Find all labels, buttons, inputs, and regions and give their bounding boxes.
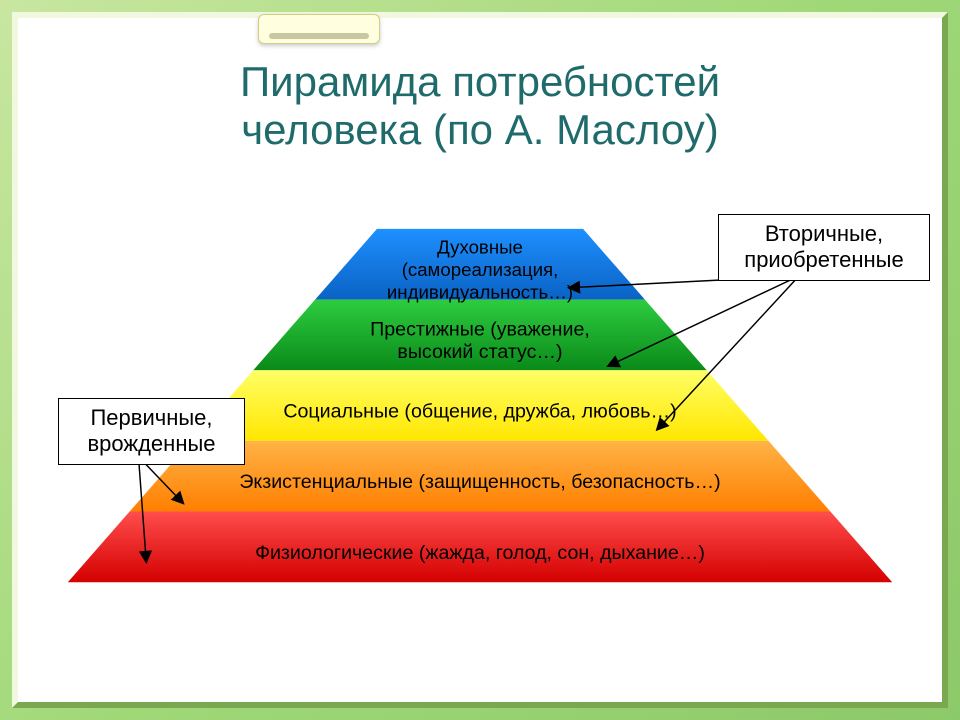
callout-primary-l2: врожденные (87, 431, 215, 456)
callout-secondary: Вторичные, приобретенные (718, 214, 930, 281)
slide-frame: Пирамида потребностей человека (по А. Ма… (12, 12, 948, 708)
title-line2: человека (по А. Маслоу) (241, 106, 718, 153)
layer-l5-text-2: индивидуальность…) (387, 282, 573, 303)
layer-l4-text-0: Престижные (уважение, (370, 319, 590, 341)
callout-secondary-l2: приобретенные (744, 247, 903, 272)
slide: Пирамида потребностей человека (по А. Ма… (18, 18, 942, 702)
layer-l5-text-1: (самореализация, (402, 259, 559, 280)
page-title: Пирамида потребностей человека (по А. Ма… (98, 58, 862, 155)
callout-primary-l1: Первичные, (90, 405, 212, 430)
layer-l3-text-0: Социальные (общение, дружба, любовь…) (283, 401, 676, 423)
outer-frame: Пирамида потребностей человека (по А. Ма… (0, 0, 960, 720)
layer-l5-text-0: Духовные (437, 236, 523, 257)
layer-l4-text-1: высокий статус…) (397, 341, 562, 363)
layer-l2-text-0: Экзистенциальные (защищенность, безопасн… (239, 471, 720, 493)
title-line1: Пирамида потребностей (240, 58, 720, 105)
pyramid-diagram: Духовные(самореализация,индивидуальность… (58, 208, 902, 662)
layer-l1-text-0: Физиологические (жажда, голод, сон, дыха… (255, 542, 705, 564)
callout-secondary-l1: Вторичные, (765, 221, 883, 246)
callout-primary: Первичные, врожденные (58, 398, 245, 465)
